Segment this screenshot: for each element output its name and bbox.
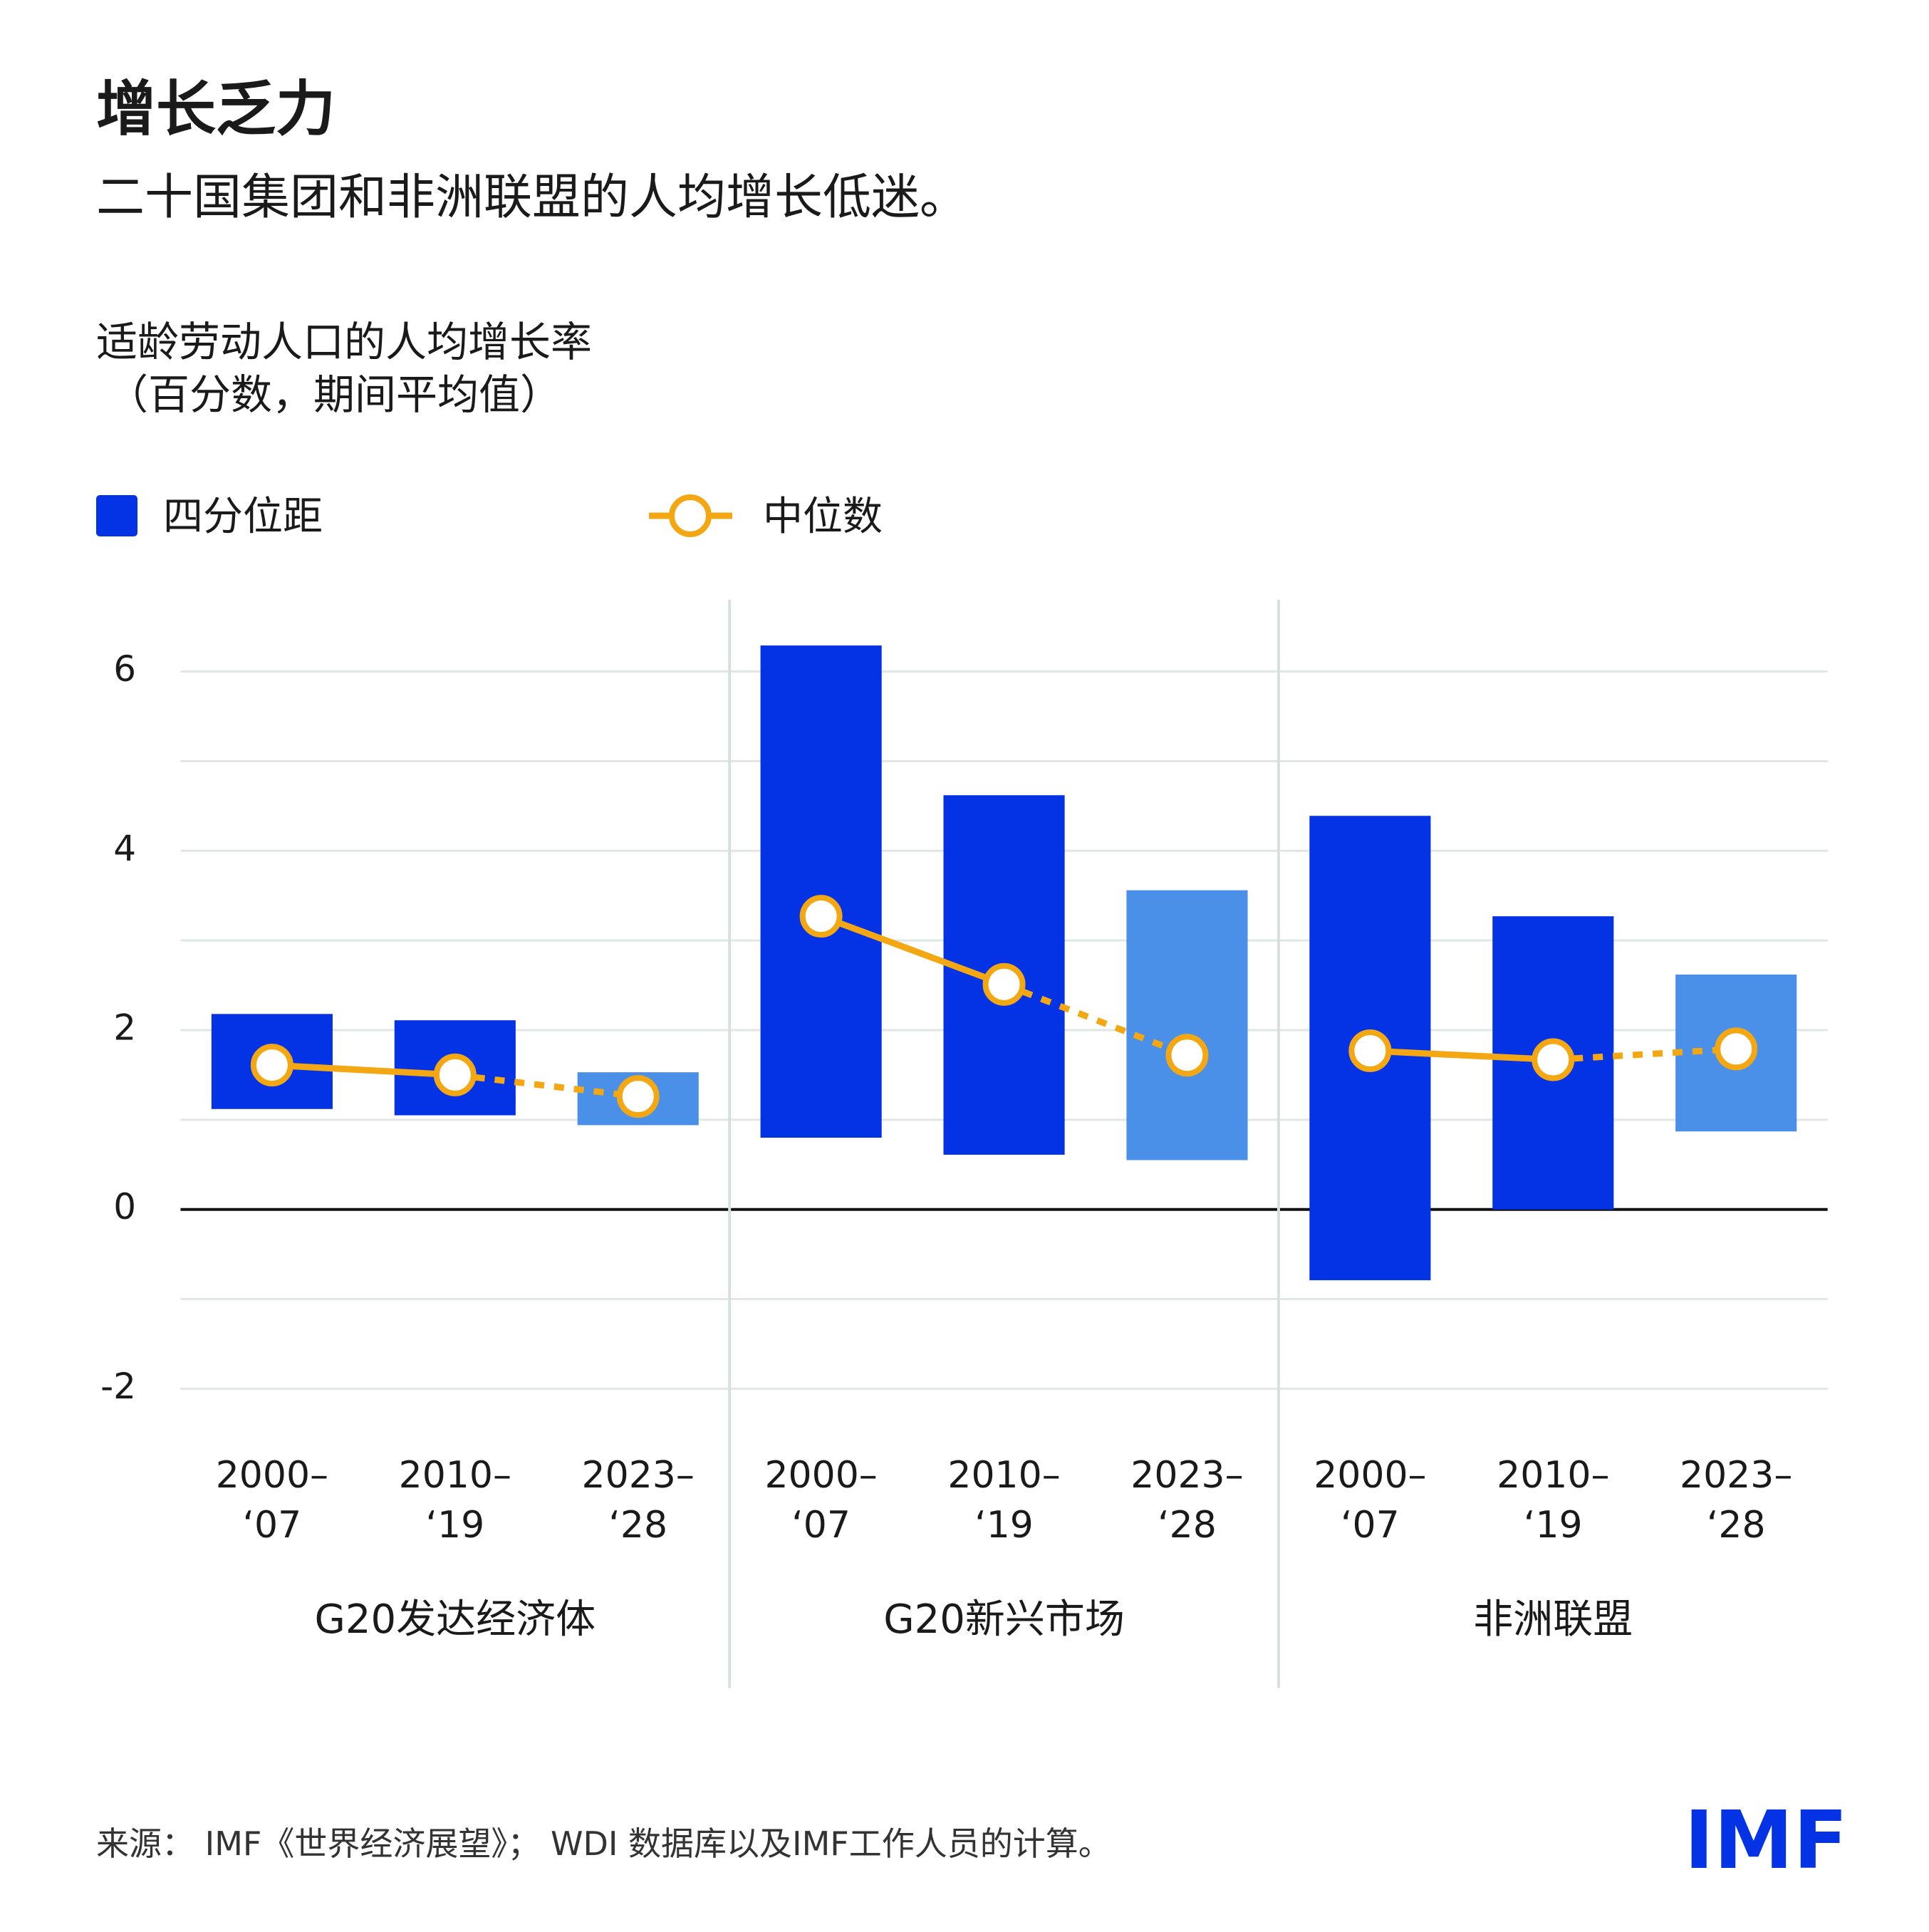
logo: IMF (1684, 1795, 1848, 1887)
x-tick-label: 2000– ‘07 (1314, 1454, 1426, 1547)
median-point (1348, 1029, 1392, 1072)
legend-label: 中位数 (763, 494, 883, 540)
legend-marker (669, 494, 712, 537)
y-tick-label: 0 (113, 1186, 136, 1227)
x-tick-label: 2023– ‘28 (1680, 1454, 1792, 1547)
median-point (1165, 1034, 1209, 1077)
group-label: G20发达经济体 (314, 1596, 596, 1643)
x-tick-label: 2010– ‘19 (947, 1454, 1060, 1547)
axis-subtitle: （百分数，期间平均值） (107, 370, 561, 419)
median-point (250, 1044, 293, 1087)
legend-swatch (96, 495, 137, 536)
y-tick-label: -2 (100, 1366, 136, 1407)
chart-subtitle: 二十国集团和非洲联盟的人均增长低迷。 (96, 170, 968, 226)
x-tick-label: 2010– ‘19 (399, 1454, 511, 1547)
median-point (1532, 1038, 1575, 1081)
median-line (1370, 1047, 1554, 1064)
bar (760, 645, 882, 1138)
y-tick-label: 6 (113, 648, 136, 690)
chart-title: 增长乏力 (96, 74, 336, 144)
x-tick-label: 2000– ‘07 (216, 1454, 328, 1547)
bar (1126, 890, 1248, 1160)
median-point (616, 1075, 660, 1118)
y-tick-label: 4 (113, 828, 136, 869)
median-point (1715, 1027, 1758, 1071)
x-tick-label: 2023– ‘28 (582, 1454, 695, 1547)
median-line (1002, 981, 1189, 1059)
median-point (799, 895, 843, 938)
x-tick-label: 2023– ‘28 (1130, 1454, 1243, 1547)
x-tick-label: 2010– ‘19 (1497, 1454, 1609, 1547)
group-label: 非洲联盟 (1473, 1596, 1633, 1643)
legend-label: 四分位距 (163, 494, 323, 540)
median-point (982, 962, 1026, 1006)
median-line (271, 1061, 456, 1079)
y-tick-label: 2 (113, 1007, 136, 1049)
median-point (433, 1053, 477, 1096)
median-line (820, 913, 1006, 988)
group-label: G20新兴市场 (883, 1596, 1125, 1643)
axis-title: 适龄劳动人口的人均增长率 (96, 318, 592, 366)
x-tick-label: 2000– ‘07 (764, 1454, 877, 1547)
source: 来源： IMF《世界经济展望》； WDI 数据库以及IMF工作人员的计算。 (96, 1824, 1111, 1863)
